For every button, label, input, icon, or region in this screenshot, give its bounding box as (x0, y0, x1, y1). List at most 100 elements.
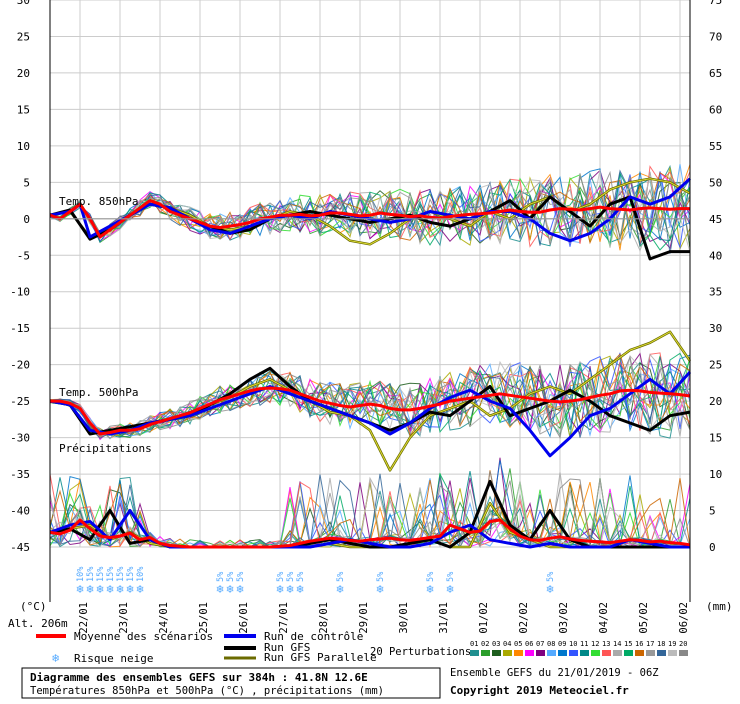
perturbation-swatch (646, 650, 655, 656)
snowflake-icon: ❄ (236, 582, 243, 596)
snow-risk-label: 15% (96, 567, 106, 582)
x-tick-label: 01/02 (478, 602, 490, 634)
snowflake-icon: ❄ (226, 582, 233, 596)
snowflake-icon: ❄ (286, 582, 293, 596)
perturbation-swatch (624, 650, 633, 656)
left-unit-label: (°C) (20, 600, 47, 613)
snow-risk-label: 10% (136, 567, 146, 582)
x-tick-label: 02/02 (518, 602, 530, 634)
snowflake-icon: ❄ (216, 582, 223, 596)
perturbation-id: 08 (547, 640, 555, 648)
perturbation-swatches: 01 02 03 04 05 06 07 08 09 10 11 12 13 14 15 16 17 18 19 20 (470, 640, 688, 656)
snowflake-icon: ❄ (426, 582, 433, 596)
perturbation-id: 12 (591, 640, 599, 648)
snow-risk-label: 15% (116, 567, 126, 582)
perturbation-swatch (668, 650, 677, 656)
snow-risk-label: 5% (276, 572, 286, 582)
x-tick-label: 22/01 (78, 602, 90, 634)
x-tick-label: 24/01 (158, 602, 170, 634)
left-tick-label: 20 (17, 67, 30, 80)
snow-risk-label: 5% (286, 572, 296, 582)
right-tick-label: 45 (709, 213, 722, 226)
left-tick-label: 5 (23, 176, 30, 189)
perturbation-line (49, 353, 691, 438)
right-tick-label: 35 (709, 286, 722, 299)
right-tick-label: 55 (709, 140, 722, 153)
x-tick-label: 04/02 (598, 602, 610, 634)
perturbation-id: 02 (481, 640, 489, 648)
legend-mean-label: Moyenne des scénarios (74, 630, 213, 643)
perturbation-id: 04 (503, 640, 511, 648)
snowflake-icon: ❄ (546, 582, 553, 596)
snowflake-icon: ❄ (376, 582, 383, 596)
perturbation-id: 16 (635, 640, 643, 648)
perturbation-swatch (503, 650, 512, 656)
legend-control-label: Run de contrôle (264, 630, 363, 643)
series-mean-precip (49, 518, 691, 549)
left-tick-label: 10 (17, 140, 30, 153)
footer-title: Diagramme des ensembles GEFS sur 384h : … (30, 671, 368, 684)
right-tick-label: 0 (709, 541, 716, 554)
perturbation-id: 17 (646, 640, 654, 648)
footer-subtitle: Températures 850hPa et 500hPa (°C) , pré… (30, 685, 384, 697)
perturbation-id: 15 (624, 640, 632, 648)
x-tick-label: 28/01 (318, 602, 330, 634)
perturbation-id: 18 (657, 640, 665, 648)
left-tick-label: -40 (10, 505, 30, 518)
perturbation-swatch (635, 650, 644, 656)
perturbation-line (49, 170, 691, 245)
snowflake-icon: ❄ (126, 582, 133, 596)
legend-snow-label: Risque neige (74, 652, 153, 665)
snowflake-icon: ❄ (86, 582, 93, 596)
left-tick-label: -20 (10, 359, 30, 372)
left-tick-label: 30 (17, 0, 30, 7)
perturbation-id: 14 (613, 640, 621, 648)
snow-risk-label: 15% (86, 567, 96, 582)
right-tick-label: 65 (709, 67, 722, 80)
right-tick-label: 15 (709, 432, 722, 445)
snowflake-icon: ❄ (96, 582, 103, 596)
snow-risk-label: 10% (76, 567, 86, 582)
left-tick-label: -25 (10, 395, 30, 408)
snowflake-icon: ❄ (52, 651, 59, 665)
left-tick-label: -5 (17, 249, 30, 262)
legend-perturbations-label: 20 Perturbations (370, 646, 471, 658)
snowflake-icon: ❄ (116, 582, 123, 596)
perturbation-swatch (580, 650, 589, 656)
perturbation-swatch (536, 650, 545, 656)
right-tick-label: 75 (709, 0, 722, 7)
altitude-label: Alt. 206m (8, 617, 68, 630)
snow-risk-label: 5% (376, 572, 386, 582)
perturbation-swatch (558, 650, 567, 656)
snow-risk-label: 5% (226, 572, 236, 582)
snow-risk-label: 5% (236, 572, 246, 582)
perturbation-line (49, 359, 691, 439)
snow-risk-label: 5% (296, 572, 306, 582)
right-tick-label: 5 (709, 505, 716, 518)
legend: Moyenne des scénarios ❄ Risque neige Run… (36, 630, 688, 665)
left-tick-label: 25 (17, 30, 30, 43)
x-tick-label: 29/01 (358, 602, 370, 634)
perturbation-id: 06 (525, 640, 533, 648)
perturbation-swatch (679, 650, 688, 656)
section-label: Temp. 500hPa (59, 386, 138, 399)
right-tick-label: 50 (709, 176, 722, 189)
perturbation-swatch (514, 650, 523, 656)
perturbation-swatch (470, 650, 479, 656)
left-tick-label: -45 (10, 541, 30, 554)
perturbation-id: 19 (668, 640, 676, 648)
x-tick-label: 25/01 (198, 602, 210, 634)
x-tick-label: 23/01 (118, 602, 130, 634)
x-tick-label: 26/01 (238, 602, 250, 634)
left-tick-label: 0 (23, 213, 30, 226)
perturbation-swatch (547, 650, 556, 656)
perturbation-swatch (569, 650, 578, 656)
right-tick-label: 40 (709, 249, 722, 262)
right-tick-label: 10 (709, 468, 722, 481)
legend-gfs-parallel-label: Run GFS Parallele (264, 651, 377, 664)
snowflake-icon: ❄ (296, 582, 303, 596)
series-mean-t850 (49, 199, 690, 239)
perturbation-id: 01 (470, 640, 478, 648)
